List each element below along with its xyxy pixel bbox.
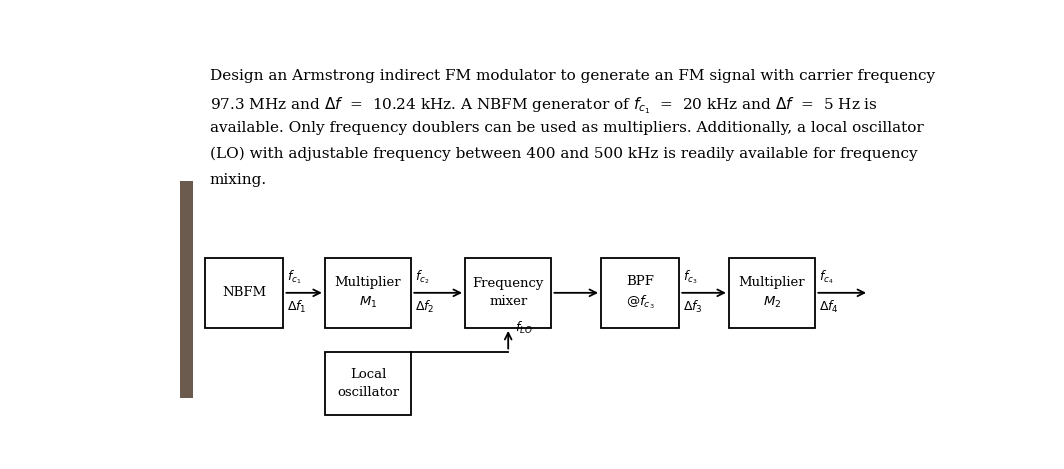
Text: NBFM: NBFM	[222, 286, 266, 299]
Text: $\Delta f_3$: $\Delta f_3$	[683, 299, 702, 316]
Text: $\Delta f_2$: $\Delta f_2$	[415, 299, 434, 316]
Bar	[180, 181, 194, 398]
Text: available. Only frequency doublers can be used as multipliers. Additionally, a l: available. Only frequency doublers can b…	[210, 121, 924, 135]
Text: Local
oscillator: Local oscillator	[337, 368, 399, 399]
Bar	[601, 257, 679, 328]
Text: mixing.: mixing.	[210, 173, 267, 187]
Text: (LO) with adjustable frequency between 400 and 500 kHz is readily available for : (LO) with adjustable frequency between 4…	[210, 147, 917, 161]
Bar	[205, 257, 283, 328]
Text: 97.3 MHz and $\Delta f$  =  10.24 kHz. A NBFM generator of $f_{c_1}$  =  20 kHz : 97.3 MHz and $\Delta f$ = 10.24 kHz. A N…	[210, 95, 878, 115]
Text: $f_{LO}$: $f_{LO}$	[515, 320, 533, 336]
Text: $f_{c_2}$: $f_{c_2}$	[415, 269, 429, 286]
Bar	[465, 257, 551, 328]
Bar	[325, 257, 412, 328]
Text: $f_{c_4}$: $f_{c_4}$	[818, 269, 833, 286]
Text: $\Delta f_1$: $\Delta f_1$	[287, 299, 306, 316]
Text: Frequency
mixer: Frequency mixer	[472, 277, 544, 308]
Text: $f_{c_3}$: $f_{c_3}$	[683, 269, 697, 286]
Text: $\Delta f_4$: $\Delta f_4$	[818, 299, 838, 316]
Text: $f_{c_1}$: $f_{c_1}$	[287, 269, 301, 286]
Text: Design an Armstrong indirect FM modulator to generate an FM signal with carrier : Design an Armstrong indirect FM modulato…	[210, 69, 935, 83]
Text: Multiplier
$M_1$: Multiplier $M_1$	[335, 276, 401, 310]
Bar	[729, 257, 815, 328]
Bar	[325, 351, 412, 415]
Text: Multiplier
$M_2$: Multiplier $M_2$	[738, 276, 805, 310]
Text: BPF
$@f_{c_3}$: BPF $@f_{c_3}$	[626, 274, 654, 311]
